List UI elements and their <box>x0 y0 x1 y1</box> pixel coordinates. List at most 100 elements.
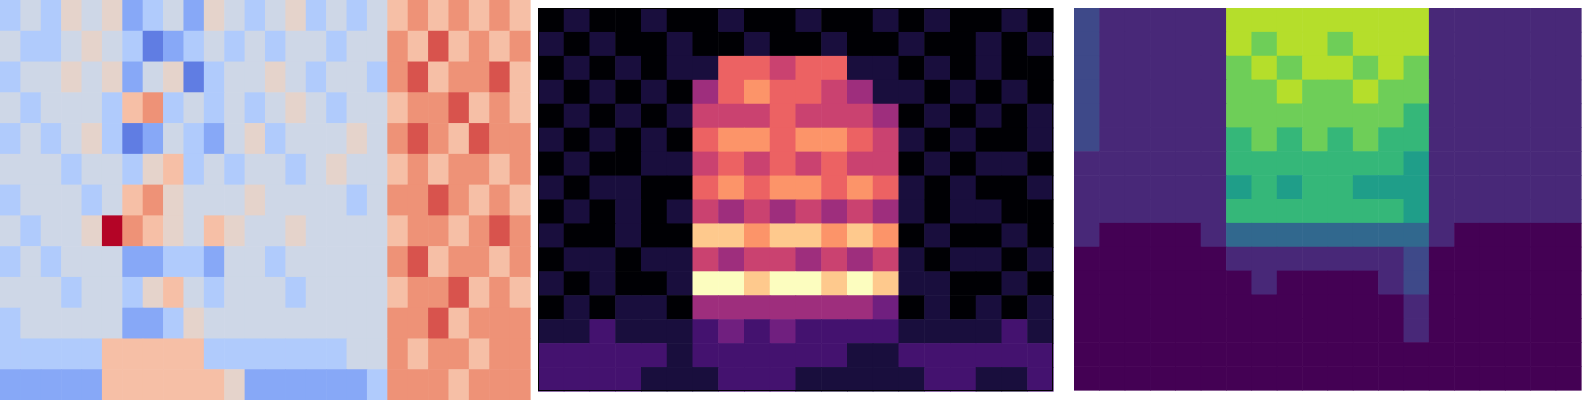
heatmap-cell <box>163 31 184 62</box>
heatmap-cell <box>20 123 41 154</box>
heatmap-cell <box>564 176 590 201</box>
heatmap-cell <box>718 104 744 129</box>
heatmap-cell <box>1201 80 1227 104</box>
heatmap-cell <box>265 31 286 62</box>
heatmap-cell <box>1404 199 1430 223</box>
heatmap-cell <box>1378 318 1404 342</box>
heatmap-cell <box>538 343 564 368</box>
heatmap-cell <box>143 308 164 339</box>
heatmap-cell <box>950 80 976 105</box>
heatmap-cell <box>163 277 184 308</box>
heatmap-cell <box>667 295 693 320</box>
heatmap-cell <box>538 104 564 129</box>
heatmap-cell <box>899 32 925 57</box>
heatmap-cell <box>924 104 950 129</box>
heatmap-cell <box>950 200 976 225</box>
heatmap-cell <box>1328 8 1354 32</box>
heatmap-cell <box>20 154 41 185</box>
heatmap-cell <box>667 223 693 248</box>
heatmap-cell <box>1378 247 1404 271</box>
heatmap-cell <box>1002 367 1028 392</box>
heatmap-cell <box>0 215 21 246</box>
heatmap-cell <box>1378 151 1404 175</box>
heatmap-cell <box>796 128 822 153</box>
heatmap-cell <box>538 128 564 153</box>
heatmap-cell <box>1277 199 1303 223</box>
heatmap-cell <box>796 223 822 248</box>
heatmap-cell <box>143 92 164 123</box>
heatmap-cell <box>1328 271 1354 295</box>
heatmap-cell <box>367 0 388 31</box>
heatmap-cell <box>306 31 327 62</box>
heatmap-cell <box>204 154 225 185</box>
heatmap-cell <box>1002 8 1028 33</box>
heatmap-cell <box>408 277 429 308</box>
heatmap-cell <box>1226 366 1252 390</box>
heatmap-cell <box>367 62 388 93</box>
heatmap-cell <box>245 62 266 93</box>
heatmap-cell <box>1099 127 1125 151</box>
heatmap-cell <box>770 295 796 320</box>
heatmap-cell <box>1251 318 1277 342</box>
heatmap-cell <box>1505 151 1531 175</box>
heatmap-cell <box>718 80 744 105</box>
heatmap-cell <box>367 338 388 369</box>
heatmap-cell <box>1099 151 1125 175</box>
heatmap-cell <box>183 123 204 154</box>
heatmap-cell <box>1480 151 1506 175</box>
heatmap-cell <box>950 295 976 320</box>
heatmap-cell <box>1353 318 1379 342</box>
heatmap-cell <box>770 128 796 153</box>
heatmap-cell <box>41 185 62 216</box>
heatmap-cell <box>1175 342 1201 366</box>
heatmap-cell <box>1530 80 1556 104</box>
heatmap-cell <box>489 369 510 400</box>
heatmap-cell <box>326 92 347 123</box>
heatmap-cell <box>306 277 327 308</box>
heatmap-cell <box>469 31 490 62</box>
heatmap-cell <box>82 338 103 369</box>
heatmap-cell <box>1302 32 1328 56</box>
heatmap-cell <box>950 128 976 153</box>
heatmap-cell <box>143 215 164 246</box>
heatmap-cell <box>326 62 347 93</box>
heatmap-cell <box>1226 104 1252 128</box>
heatmap-cell <box>408 215 429 246</box>
heatmap-cell <box>408 185 429 216</box>
heatmap-cell <box>163 0 184 31</box>
heatmap-cell <box>615 295 641 320</box>
heatmap-cell <box>224 369 245 400</box>
heatmap-cell <box>224 62 245 93</box>
heatmap-cell <box>1226 342 1252 366</box>
heatmap-cell <box>367 308 388 339</box>
heatmap-cell <box>1074 8 1100 32</box>
heatmap-cell <box>847 271 873 296</box>
heatmap-cell <box>347 338 368 369</box>
heatmap-cell <box>1099 295 1125 319</box>
heatmap-cell <box>538 271 564 296</box>
heatmap-cell <box>1530 199 1556 223</box>
heatmap-cell <box>1175 366 1201 390</box>
heatmap-cell <box>204 338 225 369</box>
heatmap-cell <box>1429 151 1455 175</box>
heatmap-cell <box>285 0 306 31</box>
heatmap-cell <box>899 247 925 272</box>
heatmap-cell <box>899 56 925 81</box>
heatmap-cell <box>667 104 693 129</box>
heatmap-cell <box>469 215 490 246</box>
heatmap-cell <box>326 123 347 154</box>
heatmap-cell <box>899 152 925 177</box>
heatmap-cell <box>163 308 184 339</box>
heatmap-cell <box>1505 80 1531 104</box>
heatmap-cell <box>899 367 925 392</box>
heatmap-cell <box>1404 247 1430 271</box>
heatmap-cell <box>770 200 796 225</box>
heatmap-cell <box>387 62 408 93</box>
heatmap-cell <box>306 215 327 246</box>
heatmap-cell <box>1251 104 1277 128</box>
heatmap-cell <box>1530 151 1556 175</box>
heatmap-cell <box>667 56 693 81</box>
heatmap-cell <box>1027 343 1053 368</box>
heatmap-cell <box>1404 151 1430 175</box>
heatmap-cell <box>428 154 449 185</box>
